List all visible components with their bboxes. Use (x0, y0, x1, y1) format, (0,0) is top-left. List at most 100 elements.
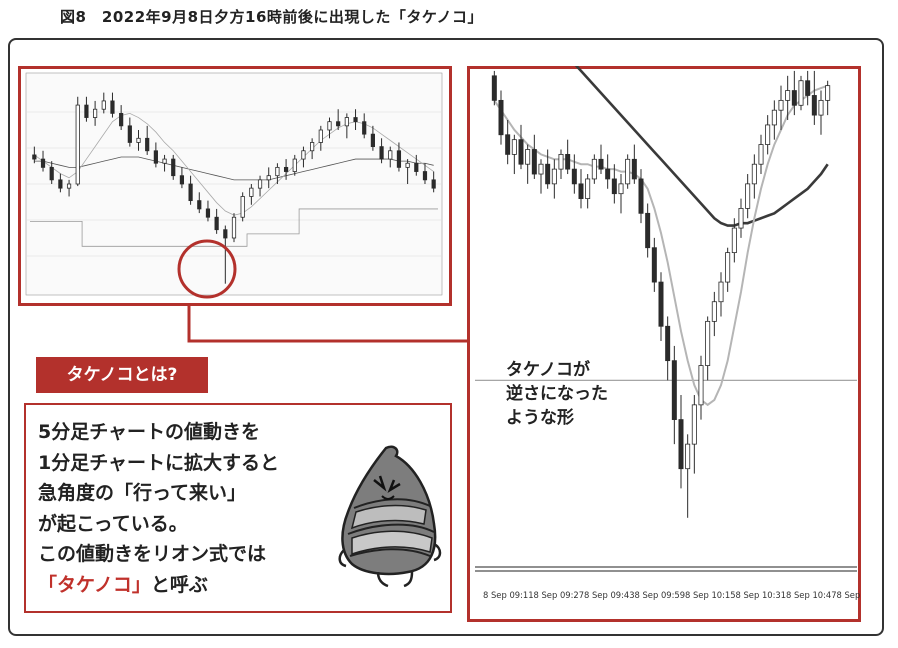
overview-candle (32, 154, 37, 160)
overview-candle (249, 187, 254, 197)
overview-candle (162, 158, 167, 164)
zoom-candle (511, 139, 517, 155)
overview-candle (240, 196, 245, 218)
topic-label: タケノコとは? (36, 357, 208, 393)
annotation-line-2: 逆さになった (506, 384, 608, 404)
zoom-candle (631, 158, 637, 180)
explanation-line-4: が起こっている。 (38, 512, 188, 535)
zoom-candle (538, 163, 544, 175)
overview-candle (93, 108, 98, 118)
overview-candle (396, 150, 402, 168)
explanation-line-1: 5分足チャートの値動きを (38, 421, 261, 443)
outer-frame (8, 38, 884, 636)
x-tick-label: 8 Sep 10:15 (685, 590, 736, 600)
overview-candle (66, 183, 72, 189)
zoom-candle (678, 419, 684, 470)
zoom-candle (765, 124, 771, 145)
overview-candle (283, 166, 289, 172)
zoom-candle (685, 443, 691, 470)
zoom-candle (658, 281, 664, 327)
overview-candle (310, 142, 315, 152)
zoom-ma-dark (574, 66, 829, 227)
overview-ma-slow (34, 156, 434, 181)
zoom-candle (745, 183, 751, 209)
zoom-candle (725, 252, 731, 283)
zoom-candle (665, 325, 671, 362)
overview-candle (223, 229, 228, 239)
zoom-candle (791, 90, 797, 106)
overview-candle (318, 129, 323, 143)
overview-candle (301, 150, 306, 160)
zoom-candle (625, 158, 631, 185)
zoom-candle (671, 360, 677, 420)
overview-candle (75, 104, 80, 185)
explanation-line-6: 「タケノコ」と呼ぶ (38, 570, 279, 601)
overview-candle (205, 208, 211, 218)
annotation-line-1: タケノコが (506, 360, 590, 380)
overview-candle (266, 175, 271, 181)
overview-candle (188, 183, 193, 202)
overview-candle (231, 216, 237, 239)
overview-candle (179, 175, 185, 185)
zoom-candle (758, 144, 764, 165)
zoom-candle (531, 149, 537, 175)
zoom-candle (771, 109, 777, 126)
explanation-line-6-rest: と呼ぶ (150, 573, 208, 596)
takenoko-highlight: 「タケノコ」 (38, 573, 151, 596)
zoom-candle (578, 183, 584, 199)
x-tick-label: 8 Sep 09:27 (534, 590, 585, 600)
zoom-candle (778, 99, 784, 111)
zoom-candle (825, 85, 831, 101)
highlight-circle (177, 239, 237, 299)
overview-candle (422, 171, 428, 181)
bamboo-shoot-mascot-icon (338, 445, 442, 588)
x-tick-label: 8 Sep 10:47 (786, 590, 837, 600)
zoom-candle (565, 153, 571, 170)
overview-candle (214, 216, 219, 231)
zoom-candle (731, 227, 737, 254)
overview-candle (362, 121, 367, 135)
overview-band-line (30, 208, 438, 247)
zoom-candle (751, 163, 757, 185)
overview-candle (353, 117, 358, 123)
overview-candle (388, 150, 393, 160)
zoom-candle (638, 178, 644, 214)
zoom-candle (498, 99, 504, 136)
explanation-box: 5分足チャートの値動きを 1分足チャートに拡大すると 急角度の「行って来い」 が… (24, 403, 452, 613)
overview-chart (18, 66, 452, 306)
x-tick-label: 8 Sep (837, 590, 861, 600)
zoom-ma-light (493, 84, 829, 407)
zoom-candle (818, 99, 824, 116)
figure-title: 図8 2022年9月8日夕方16時前後に出現した「タケノコ」 (60, 8, 484, 26)
zoom-candle (505, 134, 511, 155)
zoom-candle (645, 212, 651, 249)
zoom-candle (738, 208, 744, 229)
shape-annotation: タケノコが 逆さになった ような形 (506, 358, 608, 430)
overview-candle (49, 166, 54, 181)
zoom-candle (518, 139, 524, 165)
zoom-candle (785, 90, 791, 101)
overview-candle (379, 146, 384, 160)
annotation-line-3: ような形 (506, 408, 574, 428)
overview-candle (370, 133, 375, 148)
zoom-candle (618, 183, 624, 195)
zoom-chart: 8 Sep 09:11 8 Sep 09:27 8 Sep 09:43 8 Sep 0… (467, 66, 861, 622)
overview-candle (84, 104, 89, 118)
overview-candle (58, 179, 63, 189)
zoom-candle (491, 75, 497, 101)
overview-candle (344, 117, 349, 127)
zoom-candle (545, 163, 551, 185)
zoom-candle (811, 95, 817, 116)
overview-candle (101, 100, 106, 110)
overview-candle (257, 179, 263, 189)
overview-candle (327, 121, 332, 131)
overview-candle (153, 150, 158, 164)
overview-candle (136, 137, 141, 143)
overview-candle (431, 179, 436, 189)
zoom-candle (711, 301, 717, 322)
overview-candle (292, 158, 297, 172)
overview-candle (414, 162, 419, 172)
zoom-candle (525, 149, 531, 165)
x-tick-label: 8 Sep 09:43 (584, 590, 635, 600)
overview-candle (110, 100, 115, 114)
